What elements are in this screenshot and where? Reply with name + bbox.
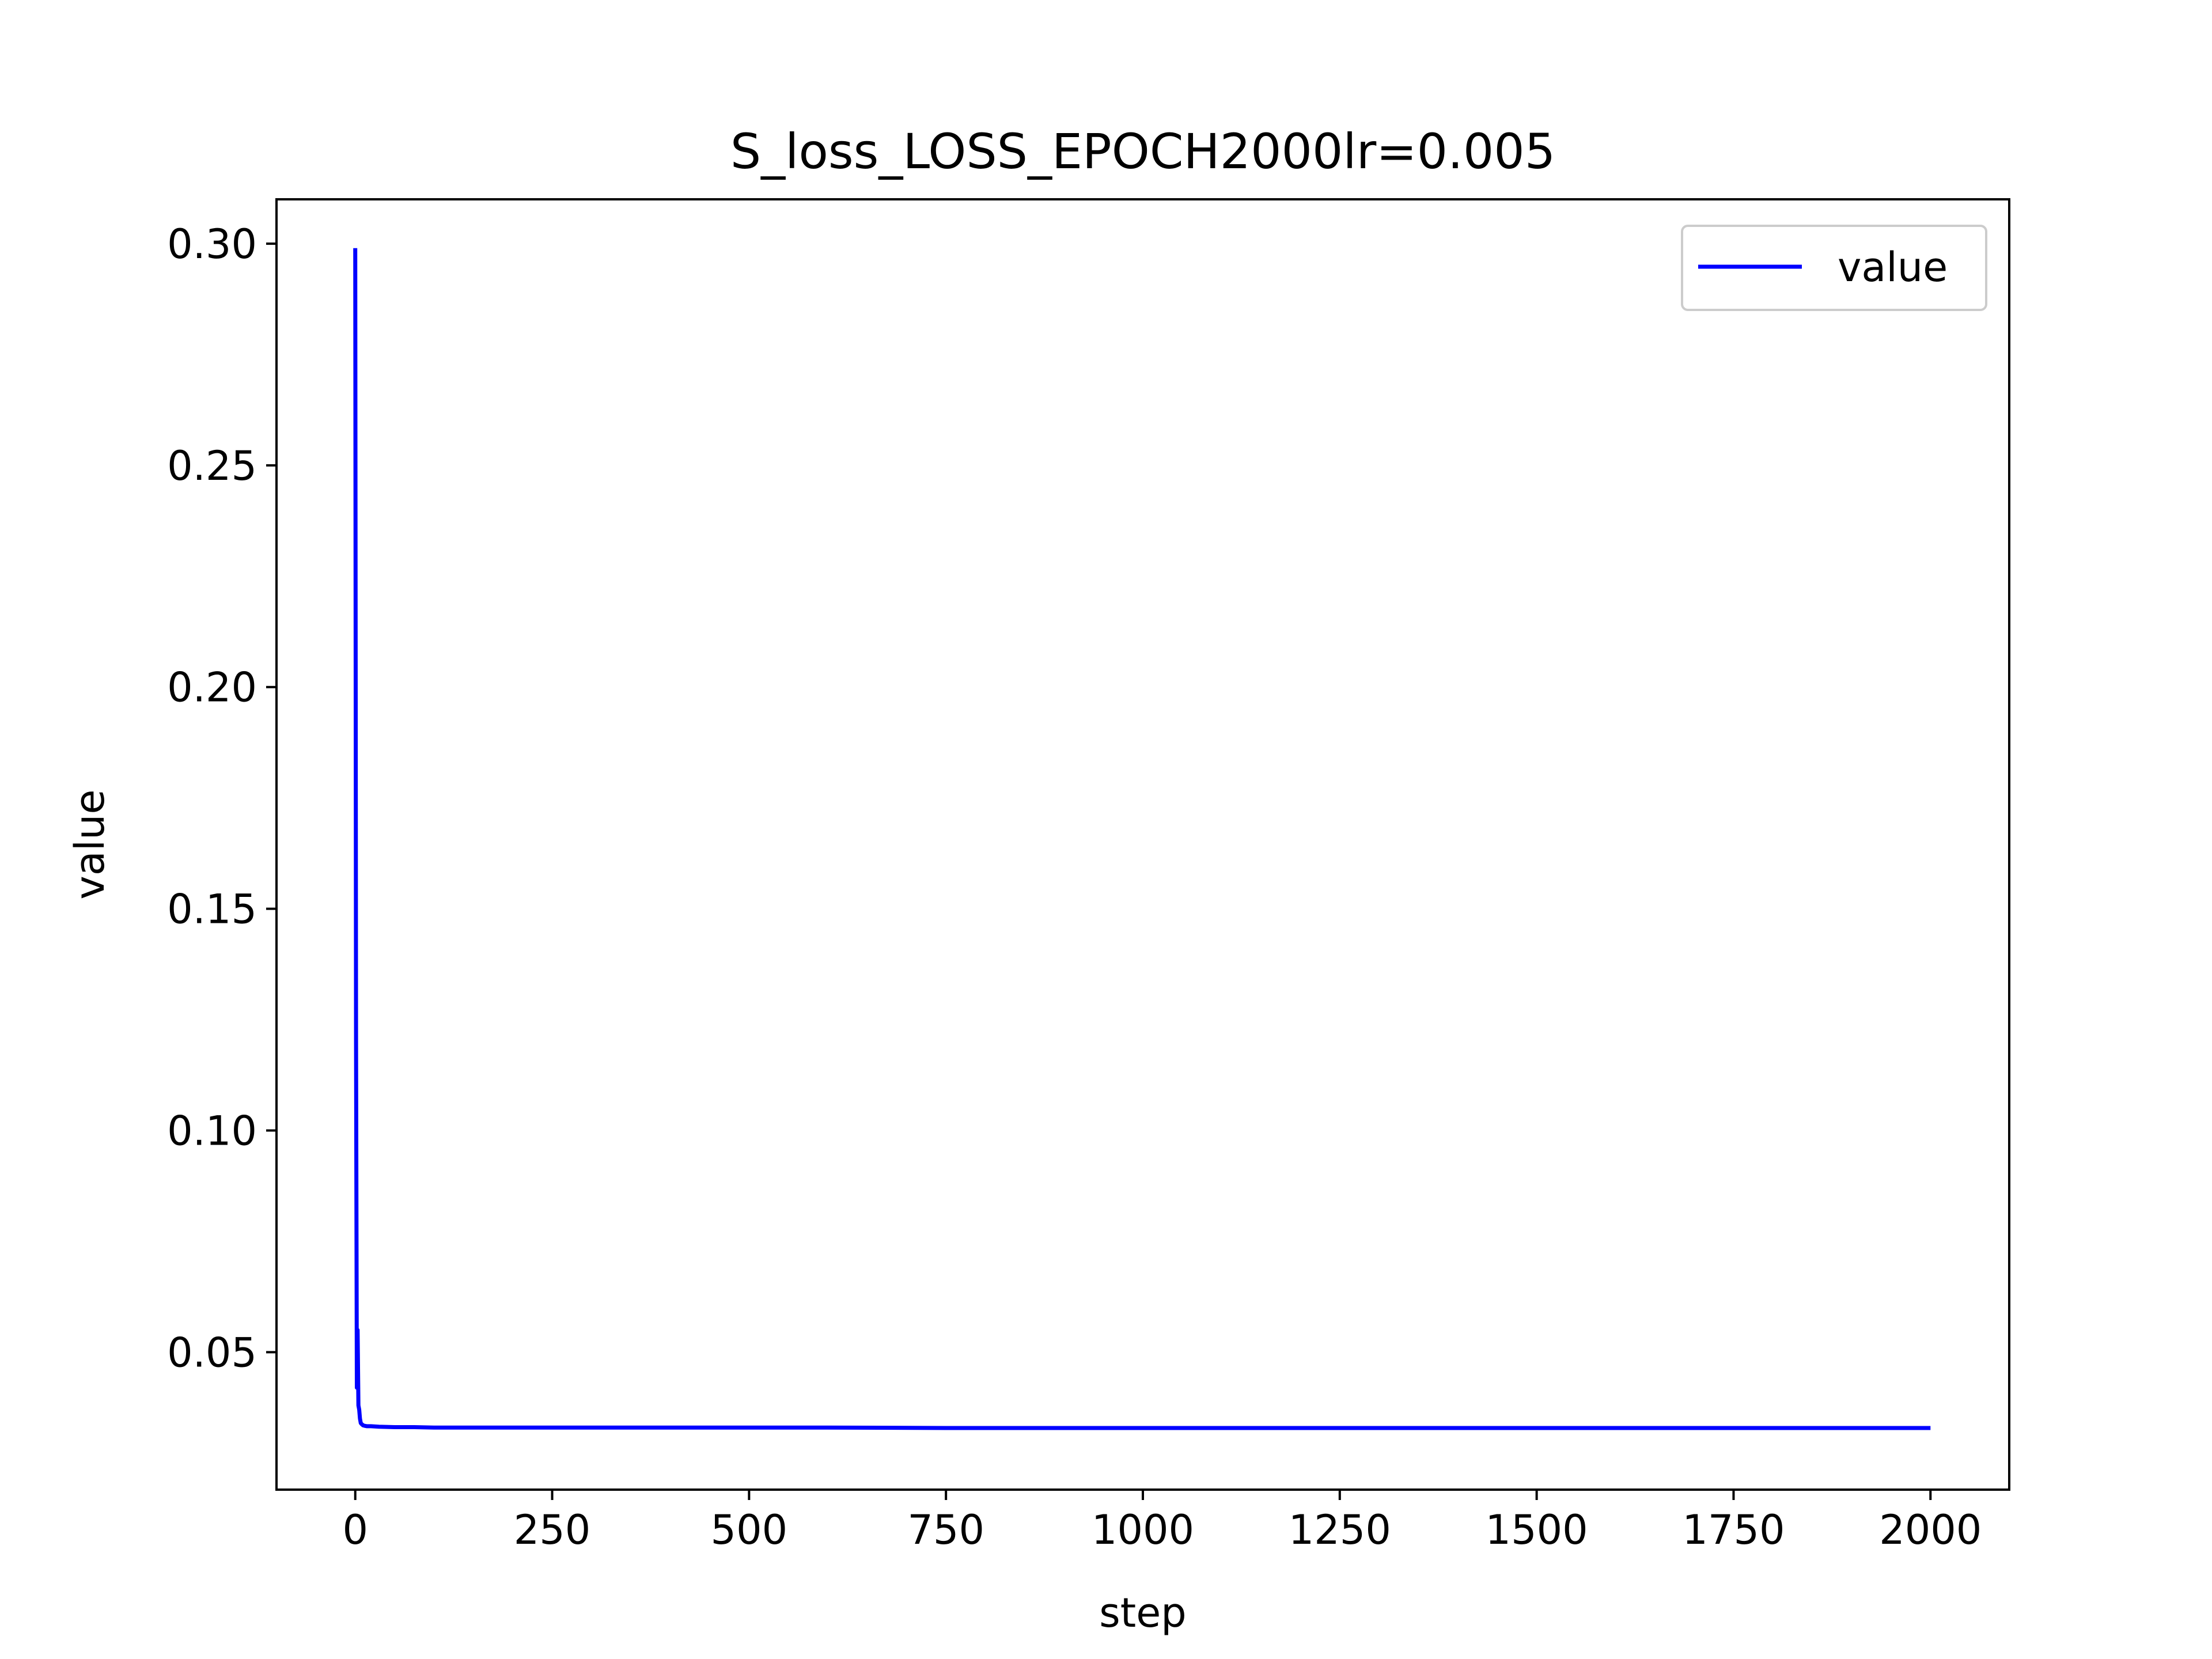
series-layer bbox=[353, 248, 1931, 1430]
x-tick-label: 750 bbox=[907, 1506, 984, 1554]
legend: value bbox=[1681, 225, 1987, 311]
y-axis-title: value bbox=[66, 789, 113, 899]
x-tick-label: 2000 bbox=[1879, 1506, 1982, 1554]
x-axis-title: step bbox=[1099, 1589, 1186, 1637]
y-tick-label: 0.20 bbox=[167, 664, 257, 711]
x-tick-label: 1750 bbox=[1682, 1506, 1785, 1554]
x-tick-label: 1000 bbox=[1092, 1506, 1194, 1554]
x-axis: 0 250 500 750 1000 1250 1500 1750 2000 bbox=[342, 1490, 1982, 1554]
x-tick-label: 0 bbox=[342, 1506, 368, 1554]
x-tick-label: 250 bbox=[514, 1506, 591, 1554]
y-axis: 0.05 0.10 0.15 0.20 0.25 0.30 bbox=[167, 221, 276, 1376]
y-tick-label: 0.25 bbox=[167, 442, 257, 490]
y-tick-label: 0.05 bbox=[167, 1329, 257, 1376]
chart-title: S_loss_LOSS_EPOCH2000lr=0.005 bbox=[730, 123, 1555, 180]
legend-label-value: value bbox=[1838, 244, 1948, 291]
x-tick-label: 500 bbox=[711, 1506, 788, 1554]
y-tick-label: 0.10 bbox=[167, 1107, 257, 1154]
x-tick-label: 1500 bbox=[1486, 1506, 1588, 1554]
x-tick-label: 1250 bbox=[1289, 1506, 1391, 1554]
series-line-value bbox=[353, 248, 1931, 1430]
y-tick-label: 0.15 bbox=[167, 886, 257, 933]
legend-box bbox=[1681, 225, 1987, 311]
y-tick-label: 0.30 bbox=[167, 221, 257, 268]
